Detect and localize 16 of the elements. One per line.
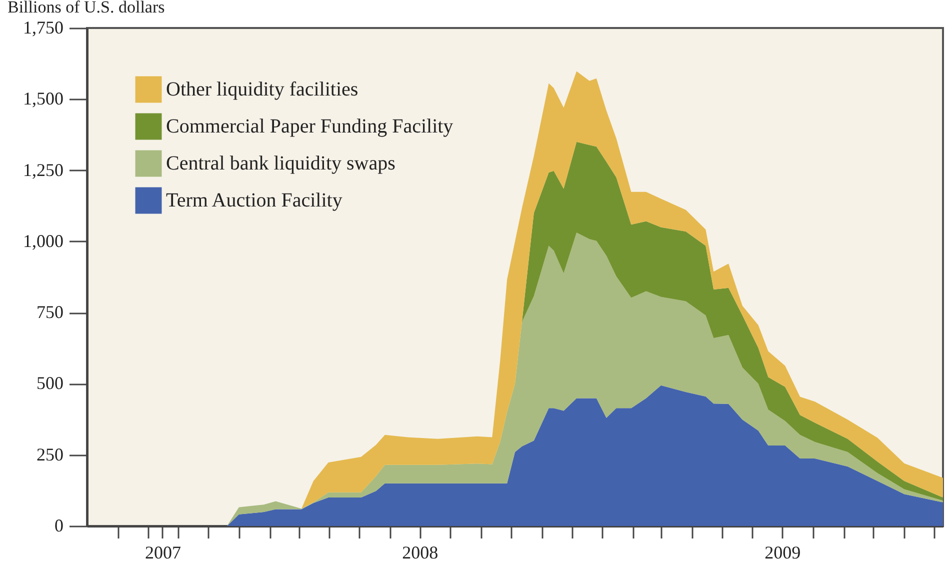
- y-tick-label: 250: [36, 444, 64, 464]
- x-tick-label: 2009: [764, 542, 801, 562]
- y-axis-title: Billions of U.S. dollars: [8, 0, 165, 16]
- y-tick-label: 750: [36, 302, 64, 322]
- y-tick-label: 500: [36, 373, 64, 394]
- legend-label: Central bank liquidity swaps: [166, 152, 396, 174]
- y-tick-label: 0: [54, 516, 64, 536]
- legend-label: Commercial Paper Funding Facility: [166, 116, 454, 138]
- y-tick-label: 1,750: [23, 18, 64, 38]
- y-tick-label: 1,250: [23, 160, 64, 180]
- x-tick-label: 2008: [402, 542, 438, 562]
- y-tick-label: 1,500: [23, 88, 64, 109]
- y-tick-label: 1,000: [23, 230, 64, 251]
- x-tick-label: 2007: [144, 542, 181, 562]
- legend-label: Other liquidity facilities: [166, 78, 358, 100]
- legend-label: Term Auction Facility: [166, 190, 342, 212]
